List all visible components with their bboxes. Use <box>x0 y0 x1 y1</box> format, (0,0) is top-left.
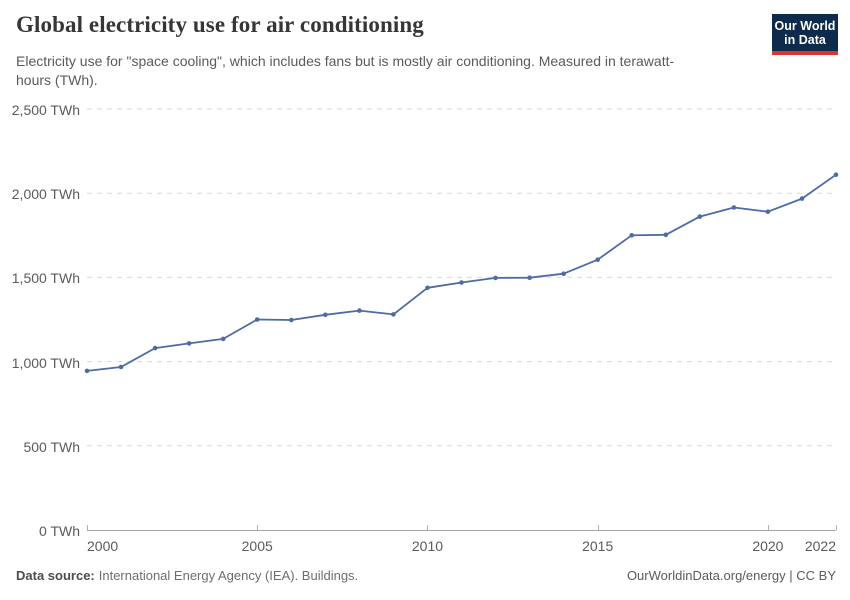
data-source-text: International Energy Agency (IEA). Build… <box>98 568 359 583</box>
data-point-2018[interactable] <box>697 214 703 219</box>
owid-logo-line1: Our World <box>774 19 836 33</box>
footer-links[interactable]: OurWorldinData.org/energy | CC BY <box>626 568 836 583</box>
data-point-2007[interactable] <box>323 312 328 318</box>
y-axis-label: 2,000 TWh <box>11 186 80 203</box>
owid-logo[interactable]: Our World in Data <box>772 14 838 55</box>
data-point-2000[interactable] <box>84 368 90 374</box>
data-line-world[interactable] <box>86 173 837 372</box>
x-axis-label: 2000 <box>87 538 119 554</box>
data-source-label: Data source: <box>16 568 95 583</box>
data-point-2005[interactable] <box>254 317 260 322</box>
data-point-2021[interactable] <box>799 196 805 201</box>
data-point-2016[interactable] <box>629 233 634 238</box>
x-axis-label: 2005 <box>241 538 273 554</box>
y-axis-label: 1,000 TWh <box>11 354 80 371</box>
data-point-2006[interactable] <box>289 317 294 323</box>
y-axis-label: 2,500 TWh <box>11 102 80 118</box>
data-point-2004[interactable] <box>220 336 226 342</box>
y-axis-label: 1,500 TWh <box>11 270 80 287</box>
data-point-2012[interactable] <box>493 275 498 281</box>
data-point-2001[interactable] <box>118 364 124 370</box>
owid-logo-line2: in Data <box>784 33 826 47</box>
chart-subtitle: Electricity use for "space cooling", whi… <box>16 53 675 88</box>
y-axis-label: 500 TWh <box>23 438 80 455</box>
x-axis-label: 2022 <box>804 538 836 554</box>
data-point-2008[interactable] <box>357 308 362 313</box>
x-axis-label: 2020 <box>752 538 784 554</box>
chart-footer: Data source: International Energy Agency … <box>0 568 850 583</box>
page-title: Global electricity use for air condition… <box>16 12 424 37</box>
data-point-2020[interactable] <box>765 209 771 214</box>
data-point-2011[interactable] <box>459 280 464 285</box>
data-point-2009[interactable] <box>391 312 396 317</box>
data-point-2015[interactable] <box>595 257 600 263</box>
data-point-2019[interactable] <box>731 205 737 210</box>
data-point-2003[interactable] <box>186 341 192 346</box>
data-point-2014[interactable] <box>561 271 566 277</box>
data-point-2002[interactable] <box>152 345 158 351</box>
data-point-2010[interactable] <box>425 285 430 291</box>
data-point-2022[interactable] <box>833 172 839 177</box>
x-axis-label: 2010 <box>411 538 444 554</box>
data-point-2013[interactable] <box>527 275 532 281</box>
y-axis-label: 0 TWh <box>39 523 80 539</box>
x-axis-label: 2015 <box>582 538 614 554</box>
data-point-2017[interactable] <box>663 232 669 238</box>
data-source: Data source: International Energy Agency … <box>16 568 358 583</box>
